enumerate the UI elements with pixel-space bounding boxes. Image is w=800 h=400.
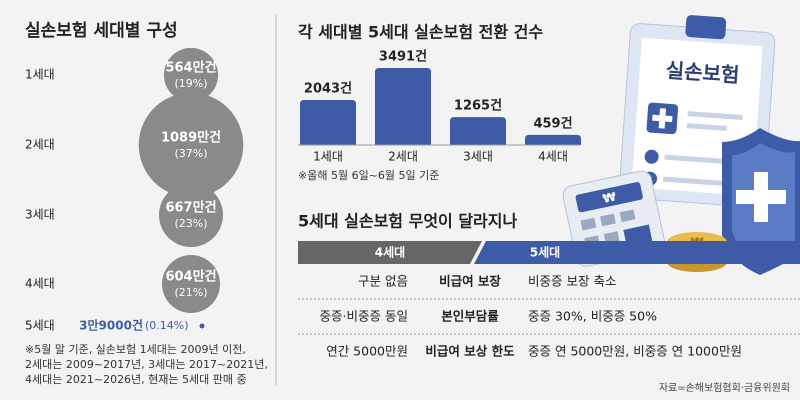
currency-symbol: ₩ [601,189,618,206]
category-label: 3세대 [463,150,493,164]
value-label: 2043건 [304,80,352,96]
row-cell: 중증 30%, 비중증 50% [528,309,657,324]
source: 자료=손해보험협회·금융위원회 [659,381,790,394]
row-key: 비급여 보장 [439,274,501,289]
row-cell: 구분 없음 [358,274,408,289]
bar-title: 각 세대별 5세대 실손보험 전환 건수 [298,23,543,42]
bubble [162,255,220,313]
bubble [158,182,224,248]
clipboard-label: 실손보험 [665,58,740,87]
value-label: 564만건 [165,60,216,76]
category-label: 4세대 [538,150,568,164]
bar [450,117,506,145]
generation-label: 4세대 [25,277,55,291]
row-cell: 중증 연 5000만원, 비중증 연 1000만원 [528,344,742,359]
header-5 [474,241,800,264]
table-title: 5세대 실손보험 무엇이 달라지나 [298,212,517,231]
value-label: 3491건 [379,49,427,65]
note: 4세대는 2021~2026년, 현재는 5세대 판매 중 [25,373,247,386]
value-label: 1089만건 [161,130,221,146]
bar [300,99,356,145]
value-label: 3만9000건 [79,318,143,333]
category-label: 2세대 [388,150,418,164]
generation-label: 2세대 [25,138,55,152]
share-label: (19%) [174,77,207,90]
header-4 [298,241,482,264]
value-label: 667만건 [165,200,216,216]
row-cell: 비중증 보장 축소 [528,274,616,289]
value-label: 1265건 [454,98,502,114]
note: 2세대는 2009~2017년, 3세대는 2017~2021년, [25,358,268,371]
bubble [138,92,244,198]
category-label: 1세대 [313,150,343,164]
generation-label: 1세대 [25,68,55,82]
note: ※올해 5월 6일~6월 5일 기준 [298,168,439,182]
row-cell: 중증·비중증 동일 [320,309,408,324]
generation-label: 5세대 [25,319,55,333]
row-key: 비급여 보상 한도 [425,344,515,359]
bar [375,68,431,145]
value-label: 604만건 [165,269,216,285]
illustration: 실손보험 ₩ ₩ [562,15,800,275]
share-label: (37%) [174,147,207,160]
bubble [163,47,219,103]
bar [525,134,581,145]
value-label: 459건 [533,115,572,131]
header-label: 5세대 [530,245,560,260]
share-label: (23%) [174,217,207,230]
generation-label: 3세대 [25,208,55,222]
share-label: (21%) [174,286,207,299]
share-label: (0.14%) [145,319,189,332]
bubble-title: 실손보험 세대별 구성 [25,20,178,41]
bubble [199,323,205,329]
row-cell: 연간 5000만원 [326,344,408,359]
row-key: 본인부담률 [441,309,499,324]
header-label: 4세대 [375,245,405,260]
note: ※5월 말 기준, 실손보험 1세대는 2009년 이전, [25,343,246,356]
